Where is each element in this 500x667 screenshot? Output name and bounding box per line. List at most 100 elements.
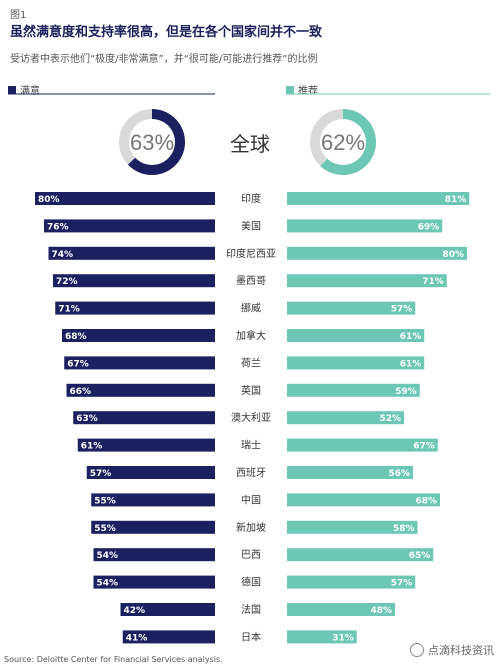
- bar-label-recommend: 65%: [409, 551, 431, 561]
- bar-label-recommend: 61%: [400, 332, 422, 342]
- figure-label: 图1: [10, 10, 27, 21]
- bar-label-recommend: 48%: [370, 606, 392, 616]
- bar-label-satisfied: 66%: [70, 387, 92, 397]
- bar-recommend: [287, 219, 443, 233]
- source-note: Source: Deloitte Center for Financial Se…: [4, 655, 223, 664]
- bar-row: 76% 美国 69%: [44, 219, 443, 233]
- bar-label-satisfied: 71%: [58, 305, 80, 315]
- bar-label-recommend: 71%: [422, 277, 444, 287]
- bar-satisfied: [73, 411, 215, 425]
- bar-label-recommend: 80%: [442, 250, 464, 260]
- bar-label-satisfied: 68%: [65, 332, 87, 342]
- bar-recommend: [287, 411, 404, 425]
- bar-satisfied: [35, 192, 215, 205]
- bar-recommend: [287, 466, 413, 479]
- global-recommend-donut: 62%: [310, 109, 376, 175]
- watermark: 点滴科技资讯: [410, 642, 494, 658]
- bar-satisfied: [91, 493, 215, 507]
- bar-row: 74% 印度尼西亚 80%: [48, 246, 467, 260]
- legend-swatch-satisfied: [8, 85, 16, 94]
- bar-recommend: [287, 575, 416, 589]
- bar-label-satisfied: 55%: [94, 524, 116, 534]
- bar-row: 63% 澳大利亚 52%: [73, 411, 404, 425]
- category-label: 印度: [241, 192, 261, 205]
- bar-satisfied: [48, 246, 215, 260]
- bar-recommend: [287, 246, 467, 260]
- bar-row: 54% 德国 57%: [93, 575, 416, 589]
- bar-label-satisfied: 80%: [38, 195, 60, 205]
- category-label: 印度尼西亚: [226, 247, 276, 260]
- bar-satisfied: [77, 438, 215, 452]
- bar-label-satisfied: 55%: [94, 496, 116, 506]
- bar-label-satisfied: 42%: [124, 606, 146, 616]
- category-label: 中国: [241, 493, 261, 506]
- bar-satisfied: [62, 329, 215, 342]
- bar-label-satisfied: 61%: [81, 442, 103, 452]
- bar-satisfied: [120, 603, 215, 616]
- bar-label-satisfied: 41%: [126, 633, 148, 643]
- bar-row: 80% 印度 81%: [35, 192, 470, 205]
- bar-label-satisfied: 72%: [56, 277, 78, 287]
- bar-row: 42% 法国 48%: [120, 603, 395, 616]
- bar-label-satisfied: 57%: [90, 469, 112, 479]
- bar-satisfied: [93, 575, 215, 589]
- bar-label-recommend: 69%: [418, 222, 440, 232]
- chart-title: 虽然满意度和支持率很高，但是在各个国家间并不一致: [10, 25, 323, 40]
- bar-recommend: [287, 192, 470, 205]
- bar-label-recommend: 68%: [415, 496, 437, 506]
- category-label: 英国: [241, 384, 261, 397]
- bar-row: 55% 中国 68%: [91, 493, 440, 507]
- bar-label-recommend: 31%: [332, 633, 354, 643]
- legend-swatch-recommend: [286, 85, 294, 94]
- bar-satisfied: [93, 548, 215, 562]
- legend-item-recommend: 推荐: [286, 82, 318, 97]
- bar-label-recommend: 61%: [400, 359, 422, 369]
- bar-label-recommend: 59%: [395, 387, 417, 397]
- bar-satisfied: [64, 356, 215, 370]
- bar-recommend: [287, 493, 440, 507]
- bar-row: 67% 荷兰 61%: [64, 356, 425, 370]
- category-label: 墨西哥: [236, 275, 266, 287]
- legend-label-recommend: 推荐: [298, 86, 318, 97]
- category-label: 瑞士: [241, 439, 261, 452]
- global-satisfied-donut-arc: [127, 109, 185, 175]
- bar-recommend: [287, 520, 418, 534]
- chart-subtitle: 受访者中表示他们“极度/非常满意”，并“很可能/可能进行推荐”的比例: [10, 54, 318, 65]
- bar-label-satisfied: 54%: [97, 579, 119, 589]
- bar-label-satisfied: 63%: [76, 414, 98, 424]
- bar-row: 41% 日本 31%: [122, 630, 357, 644]
- bar-label-recommend: 81%: [445, 195, 467, 205]
- bar-recommend: [287, 301, 416, 315]
- bar-satisfied: [55, 301, 215, 315]
- global-satisfied-donut: 63%: [119, 109, 185, 175]
- global-recommend-donut-value: 62%: [321, 130, 365, 155]
- bar-satisfied: [86, 466, 215, 479]
- bar-row: 71% 挪威 57%: [55, 301, 416, 315]
- legend-label-satisfied: 满意: [20, 86, 40, 97]
- bar-row: 57% 西班牙 56%: [86, 466, 413, 479]
- bar-row: 68% 加拿大 61%: [62, 329, 425, 342]
- category-label: 德国: [241, 576, 261, 589]
- bar-label-satisfied: 67%: [67, 359, 89, 369]
- category-label: 荷兰: [241, 356, 261, 369]
- bar-row: 55% 新加坡 58%: [91, 520, 418, 534]
- bar-satisfied: [44, 219, 215, 233]
- bar-recommend: [287, 356, 425, 370]
- bar-recommend: [287, 630, 357, 644]
- watermark-text: 点滴科技资讯: [428, 644, 494, 657]
- category-label: 新加坡: [236, 521, 266, 534]
- bar-recommend: [287, 438, 438, 452]
- category-label: 挪威: [241, 302, 261, 315]
- bar-label-recommend: 57%: [391, 305, 413, 315]
- bar-recommend: [287, 383, 420, 397]
- global-label: 全球: [230, 132, 270, 156]
- bar-recommend: [287, 548, 434, 562]
- bar-label-satisfied: 76%: [47, 222, 69, 232]
- wechat-logo-icon: [410, 643, 424, 657]
- bar-label-recommend: 52%: [379, 414, 401, 424]
- bar-satisfied: [66, 383, 215, 397]
- global-satisfied-donut-value: 63%: [130, 130, 174, 155]
- bar-label-satisfied: 74%: [52, 250, 74, 260]
- category-label: 美国: [241, 219, 261, 232]
